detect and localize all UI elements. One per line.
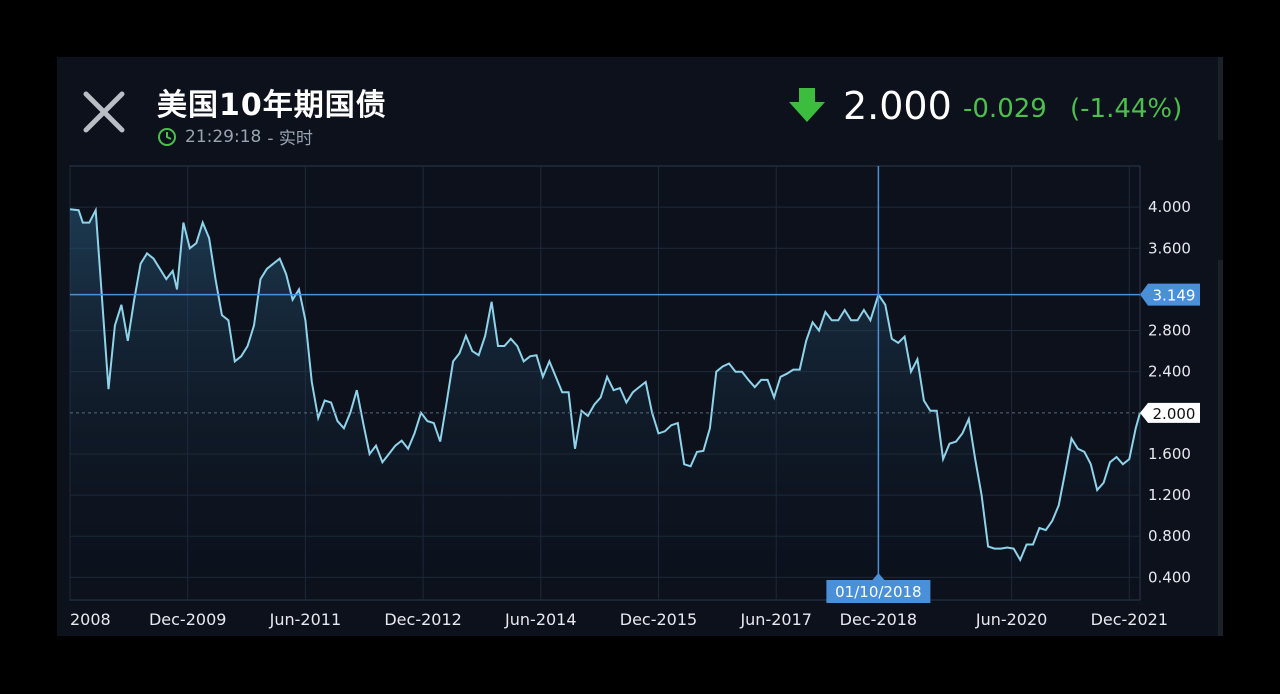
price-change: -0.029 bbox=[963, 94, 1047, 124]
price-change-percent: (-1.44%) bbox=[1070, 94, 1183, 124]
y-tick-label: 1.600 bbox=[1148, 445, 1191, 463]
last-value-tag bbox=[1140, 402, 1200, 423]
crosshair-date-label: 01/10/2018 bbox=[835, 583, 921, 601]
y-tick-label: 2.400 bbox=[1148, 363, 1191, 381]
x-tick-label: Jun-2014 bbox=[504, 610, 577, 629]
x-tick-label: Jun-2011 bbox=[269, 610, 342, 629]
x-tick-label: Dec-2021 bbox=[1091, 610, 1168, 629]
y-tick-label: 0.400 bbox=[1148, 568, 1191, 586]
crosshair-date-tag bbox=[826, 573, 931, 603]
clock-icon bbox=[158, 127, 176, 146]
scroll-edge-gap bbox=[1218, 140, 1223, 260]
time-status: 21:29:18 - 实时 bbox=[157, 124, 313, 149]
x-tick-label: Jun-2020 bbox=[975, 610, 1048, 629]
crosshair-overlay: 2.000 3.149 01/10/2018 bbox=[70, 166, 1200, 603]
arrow-down-icon bbox=[789, 88, 825, 122]
x-tick-label: 2008 bbox=[70, 610, 111, 629]
realtime-status: - 实时 bbox=[267, 129, 313, 149]
x-axis-labels: 2008 Dec-2009 Jun-2011 Dec-2012 Jun-2014 Dec-… bbox=[70, 610, 1168, 629]
x-tick-label: Dec-2012 bbox=[384, 610, 461, 629]
x-tick-label: Jun-2017 bbox=[739, 610, 812, 629]
close-icon[interactable] bbox=[82, 90, 126, 134]
y-axis-labels: 4.000 3.600 2.800 2.400 1.600 1.200 0.800 0.400 bbox=[1148, 198, 1191, 586]
y-tick-label: 0.800 bbox=[1148, 527, 1191, 545]
x-tick-label: Dec-2018 bbox=[840, 610, 917, 629]
series-line bbox=[69, 206, 1141, 563]
series-area bbox=[70, 209, 1140, 600]
y-tick-label: 3.600 bbox=[1148, 239, 1191, 257]
x-tick-label: Dec-2009 bbox=[149, 610, 226, 629]
y-tick-label: 1.200 bbox=[1148, 486, 1191, 504]
update-time: 21:29:18 bbox=[185, 126, 262, 147]
scroll-edge bbox=[1218, 57, 1223, 636]
y-tick-label: 2.800 bbox=[1148, 322, 1191, 340]
last-value-label: 2.000 bbox=[1153, 405, 1196, 423]
current-price: 2.000 bbox=[843, 84, 952, 128]
y-tick-label: 4.000 bbox=[1148, 198, 1191, 216]
instrument-title: 美国10年期国债 bbox=[157, 88, 387, 123]
crosshair-value-tag bbox=[1140, 283, 1200, 306]
x-tick-label: Dec-2015 bbox=[620, 610, 697, 629]
crosshair-value-label: 3.149 bbox=[1153, 287, 1196, 305]
